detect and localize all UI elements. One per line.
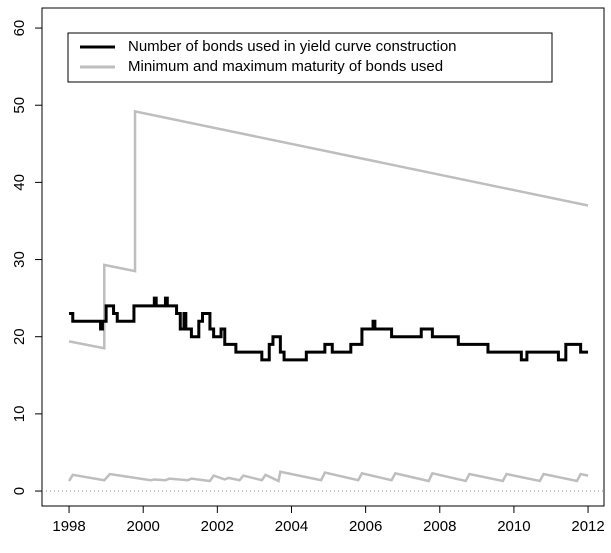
y-tick-label: 20 [11,328,28,345]
x-tick-label: 2006 [349,518,382,535]
y-tick-label: 40 [11,174,28,191]
legend-label: Minimum and maximum maturity of bonds us… [128,58,443,75]
data-line [69,296,589,362]
x-tick-label: 2010 [497,518,530,535]
x-tick-label: 1998 [52,518,85,535]
legend-label: Number of bonds used in yield curve cons… [128,38,457,55]
y-tick-label: 60 [11,20,28,37]
data-line [67,109,589,483]
x-tick-label: 2004 [275,518,308,535]
x-tick-label: 2000 [127,518,160,535]
x-tick-label: 2002 [201,518,234,535]
y-tick-label: 10 [11,406,28,423]
y-tick-label: 30 [11,251,28,268]
plot-frame [41,7,605,507]
y-tick-label: 0 [11,487,28,495]
y-tick-label: 50 [11,97,28,114]
legend-box [67,32,553,83]
x-tick-label: 2012 [571,518,604,535]
x-tick-label: 2008 [423,518,456,535]
